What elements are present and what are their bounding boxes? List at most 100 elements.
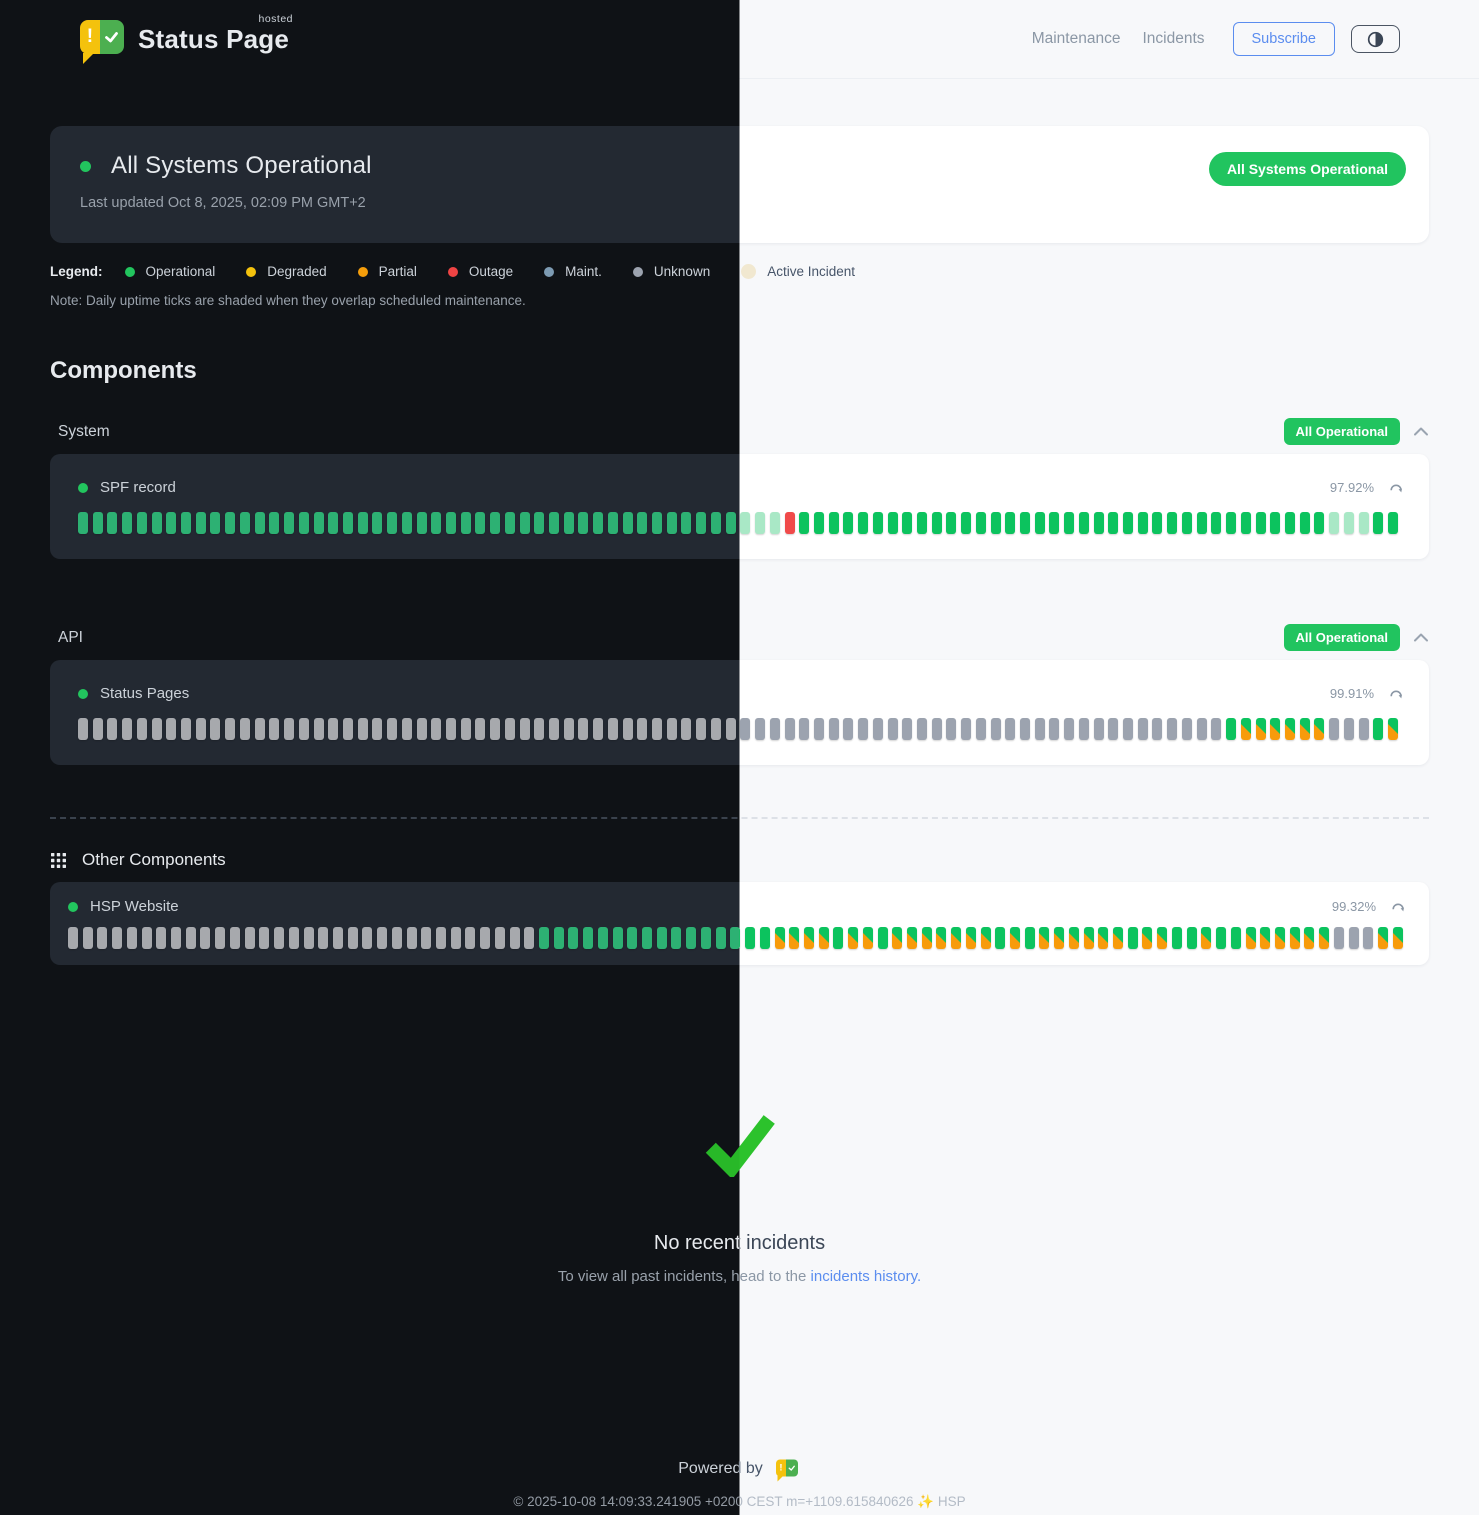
uptime-tick[interactable]: [902, 718, 913, 740]
uptime-tick[interactable]: [239, 718, 250, 740]
uptime-tick[interactable]: [1152, 512, 1163, 534]
uptime-tick[interactable]: [666, 718, 677, 740]
uptime-tick[interactable]: [1167, 512, 1178, 534]
uptime-tick[interactable]: [951, 927, 962, 949]
uptime-tick[interactable]: [298, 718, 309, 740]
uptime-tick[interactable]: [902, 512, 913, 534]
uptime-tick[interactable]: [583, 927, 594, 949]
uptime-tick[interactable]: [1329, 512, 1340, 534]
uptime-tick[interactable]: [494, 927, 505, 949]
uptime-tick[interactable]: [141, 927, 152, 949]
uptime-tick[interactable]: [656, 927, 667, 949]
uptime-tick[interactable]: [789, 927, 800, 949]
uptime-tick[interactable]: [318, 927, 329, 949]
uptime-tick[interactable]: [225, 718, 236, 740]
uptime-tick[interactable]: [450, 927, 461, 949]
uptime-tick[interactable]: [961, 718, 972, 740]
uptime-tick[interactable]: [156, 927, 167, 949]
uptime-tick[interactable]: [1304, 927, 1315, 949]
uptime-tick[interactable]: [1005, 718, 1016, 740]
uptime-tick[interactable]: [1152, 718, 1163, 740]
uptime-tick[interactable]: [1377, 927, 1388, 949]
uptime-tick[interactable]: [1284, 512, 1295, 534]
uptime-tick[interactable]: [843, 718, 854, 740]
uptime-tick[interactable]: [681, 512, 692, 534]
uptime-tick[interactable]: [799, 718, 810, 740]
uptime-tick[interactable]: [1123, 512, 1134, 534]
nav-maintenance[interactable]: Maintenance: [1031, 30, 1121, 47]
chevron-up-icon[interactable]: [1413, 425, 1429, 439]
uptime-tick[interactable]: [1270, 512, 1281, 534]
theme-toggle-button[interactable]: [1351, 25, 1400, 53]
uptime-tick[interactable]: [696, 718, 707, 740]
uptime-tick[interactable]: [549, 512, 559, 534]
uptime-tick[interactable]: [1113, 927, 1124, 949]
uptime-tick[interactable]: [803, 927, 814, 949]
uptime-tick[interactable]: [813, 512, 824, 534]
uptime-tick[interactable]: [254, 512, 265, 534]
uptime-tick[interactable]: [828, 512, 839, 534]
uptime-tick[interactable]: [460, 512, 471, 534]
uptime-tick[interactable]: [475, 718, 486, 740]
uptime-tick[interactable]: [769, 512, 780, 534]
uptime-tick[interactable]: [122, 718, 133, 740]
uptime-tick[interactable]: [1098, 927, 1109, 949]
uptime-tick[interactable]: [1049, 718, 1060, 740]
uptime-tick[interactable]: [740, 512, 751, 534]
uptime-tick[interactable]: [612, 927, 623, 949]
uptime-tick[interactable]: [700, 927, 711, 949]
uptime-tick[interactable]: [622, 512, 633, 534]
uptime-tick[interactable]: [1064, 512, 1075, 534]
uptime-tick[interactable]: [1137, 512, 1148, 534]
uptime-tick[interactable]: [652, 718, 663, 740]
uptime-tick[interactable]: [303, 927, 314, 949]
uptime-tick[interactable]: [401, 512, 412, 534]
uptime-tick[interactable]: [82, 927, 93, 949]
brand[interactable]: ! Status Page hosted: [80, 13, 293, 64]
uptime-tick[interactable]: [965, 927, 976, 949]
uptime-tick[interactable]: [171, 927, 182, 949]
uptime-tick[interactable]: [1230, 927, 1241, 949]
uptime-tick[interactable]: [553, 927, 564, 949]
uptime-tick[interactable]: [519, 512, 530, 534]
uptime-tick[interactable]: [460, 718, 471, 740]
uptime-tick[interactable]: [593, 718, 604, 740]
uptime-tick[interactable]: [578, 718, 589, 740]
uptime-tick[interactable]: [848, 927, 859, 949]
uptime-tick[interactable]: [357, 718, 368, 740]
uptime-tick[interactable]: [892, 927, 903, 949]
uptime-tick[interactable]: [739, 927, 741, 949]
uptime-tick[interactable]: [593, 512, 604, 534]
uptime-tick[interactable]: [975, 512, 986, 534]
uptime-tick[interactable]: [1299, 512, 1310, 534]
uptime-tick[interactable]: [843, 512, 854, 534]
uptime-tick[interactable]: [1343, 718, 1354, 740]
uptime-tick[interactable]: [328, 512, 339, 534]
uptime-tick[interactable]: [107, 512, 118, 534]
uptime-tick[interactable]: [1093, 512, 1104, 534]
uptime-tick[interactable]: [872, 718, 883, 740]
uptime-tick[interactable]: [269, 718, 280, 740]
uptime-tick[interactable]: [975, 718, 986, 740]
uptime-tick[interactable]: [990, 718, 1001, 740]
uptime-tick[interactable]: [936, 927, 947, 949]
uptime-tick[interactable]: [313, 512, 324, 534]
uptime-tick[interactable]: [1078, 718, 1089, 740]
uptime-tick[interactable]: [1142, 927, 1153, 949]
uptime-tick[interactable]: [931, 718, 942, 740]
uptime-tick[interactable]: [342, 512, 353, 534]
uptime-tick[interactable]: [916, 512, 927, 534]
uptime-tick[interactable]: [151, 718, 162, 740]
uptime-tick[interactable]: [1358, 718, 1369, 740]
uptime-tick[interactable]: [1127, 927, 1138, 949]
uptime-tick[interactable]: [622, 718, 633, 740]
refresh-icon[interactable]: [1389, 482, 1403, 494]
uptime-tick[interactable]: [784, 718, 795, 740]
uptime-tick[interactable]: [200, 927, 211, 949]
uptime-tick[interactable]: [1196, 718, 1207, 740]
chevron-up-icon[interactable]: [1413, 631, 1429, 645]
uptime-tick[interactable]: [1373, 718, 1384, 740]
uptime-tick[interactable]: [784, 512, 795, 534]
uptime-tick[interactable]: [445, 718, 456, 740]
uptime-tick[interactable]: [607, 512, 618, 534]
